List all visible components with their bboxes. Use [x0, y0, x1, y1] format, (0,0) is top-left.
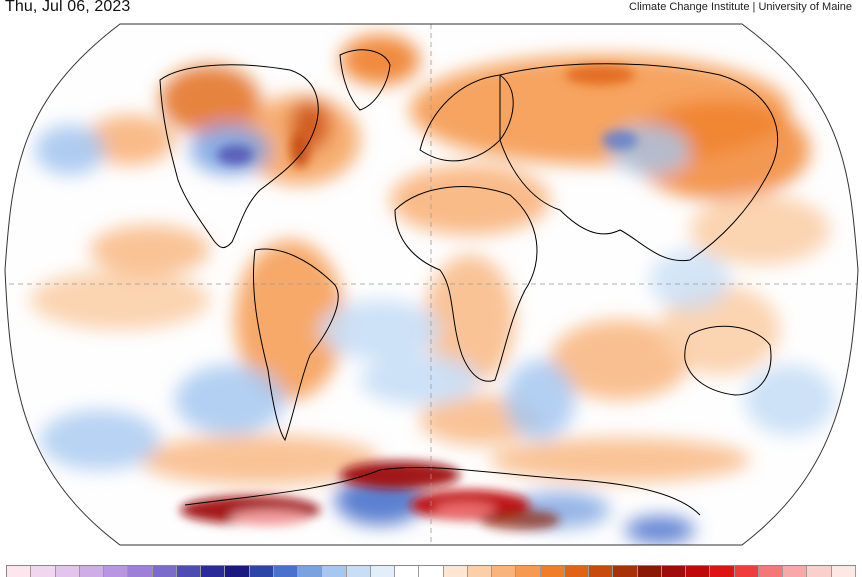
- credit-label: Climate Change Institute | University of…: [629, 1, 852, 13]
- anomaly-field: [30, 35, 835, 544]
- color-scale-swatch: [467, 566, 492, 577]
- color-scale-swatch: [104, 566, 129, 577]
- coastlines: [159, 49, 779, 516]
- color-scale-swatch: [831, 566, 856, 577]
- color-scale-swatch: [540, 566, 565, 577]
- color-scale-swatch: [419, 566, 444, 577]
- color-scale-swatch: [176, 566, 201, 577]
- antarctica-outline: [184, 466, 701, 516]
- color-scale-swatch: [31, 566, 56, 577]
- color-scale-swatch: [686, 566, 711, 577]
- europe-outline: [419, 74, 514, 162]
- color-scale-swatch: [492, 566, 517, 577]
- north-america-outline: [159, 64, 319, 248]
- color-scale-swatch: [346, 566, 371, 577]
- map-date: Thu, Jul 06, 2023: [5, 0, 131, 15]
- color-scale-swatch: [55, 566, 80, 577]
- graticule: [5, 24, 858, 545]
- color-scale-swatch: [710, 566, 735, 577]
- color-scale-swatch: [661, 566, 686, 577]
- color-scale-swatch: [152, 566, 177, 577]
- color-scale-swatch: [298, 566, 323, 577]
- color-scale-swatch: [443, 566, 468, 577]
- asia-outline: [499, 63, 779, 262]
- color-scale-swatch: [273, 566, 298, 577]
- color-scale-bar: [6, 565, 856, 577]
- color-scale-swatch: [613, 566, 638, 577]
- color-scale-swatch: [370, 566, 395, 577]
- color-scale-swatch: [7, 566, 32, 577]
- greenland-outline: [339, 49, 391, 111]
- temperature-anomaly-map: [4, 23, 859, 546]
- color-scale-swatch: [783, 566, 808, 577]
- south-america-outline: [253, 248, 339, 442]
- color-scale-swatch: [322, 566, 347, 577]
- color-scale-swatch: [249, 566, 274, 577]
- color-scale-swatch: [516, 566, 541, 577]
- color-scale-swatch: [225, 566, 250, 577]
- color-scale-swatch: [589, 566, 614, 577]
- africa-outline: [394, 186, 538, 382]
- color-scale-swatch: [637, 566, 662, 577]
- color-scale-swatch: [128, 566, 153, 577]
- color-scale-swatch: [201, 566, 226, 577]
- color-scale-swatch: [734, 566, 759, 577]
- color-scale-swatch: [79, 566, 104, 577]
- color-scale-swatch: [807, 566, 832, 577]
- color-scale-swatch: [758, 566, 783, 577]
- color-scale-swatch: [564, 566, 589, 577]
- globe-border: [4, 23, 859, 546]
- color-scale-swatch: [395, 566, 420, 577]
- australia-outline: [684, 325, 772, 396]
